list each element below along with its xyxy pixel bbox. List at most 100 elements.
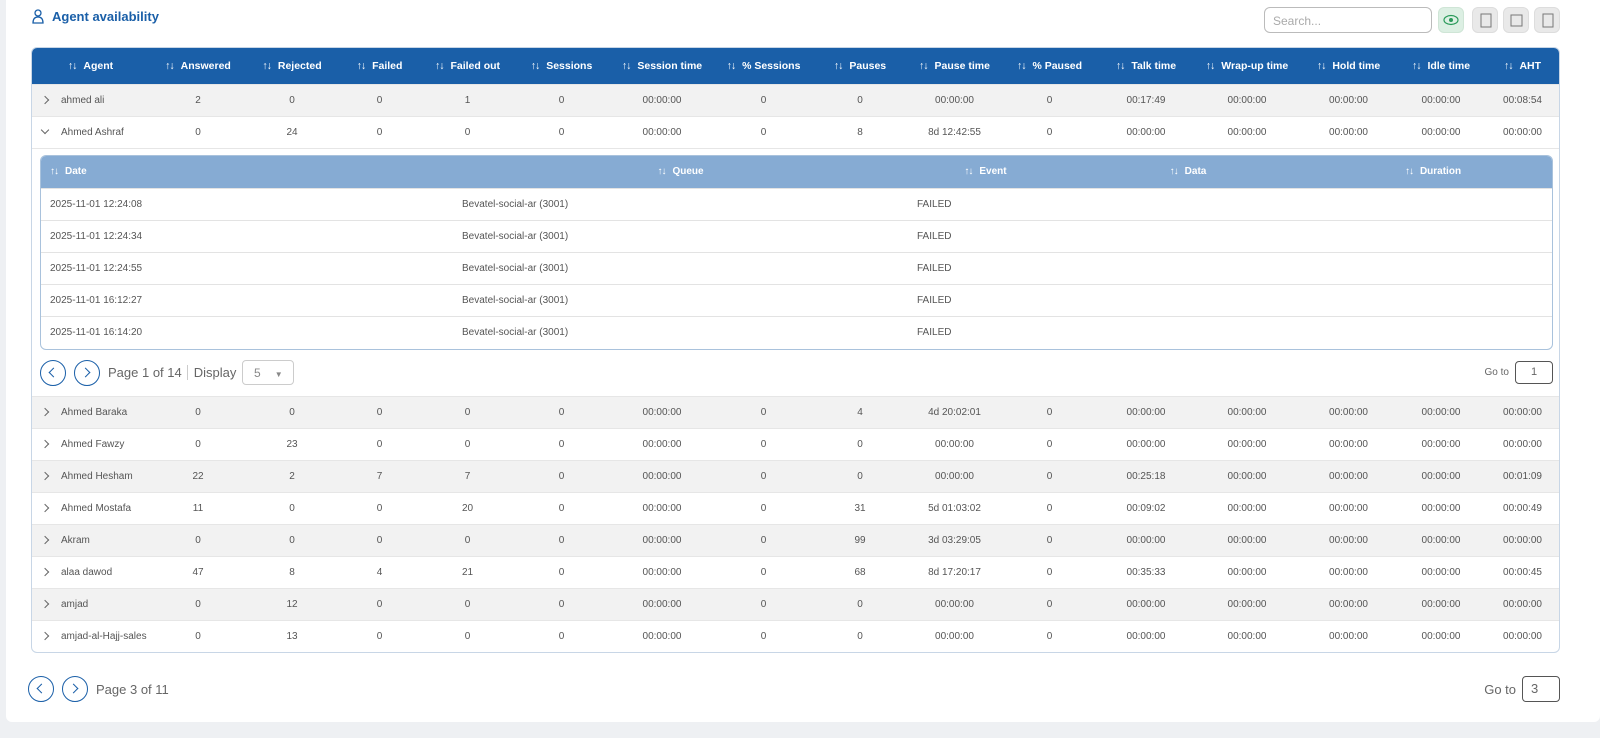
view-button[interactable] [1438,7,1464,33]
column-header[interactable]: Failed out [422,48,513,84]
cell: 00:00:00 [1398,459,1484,492]
column-header[interactable]: Talk time [1097,48,1195,84]
agent-icon [32,9,44,24]
detail-data-row: 2025-11-01 16:14:20 Bevatel-social-ar (30… [41,316,1552,349]
column-header[interactable]: Answered [149,48,247,84]
cell: 31 [813,491,907,524]
column-header[interactable]: Pauses [813,48,907,84]
cell: 0 [813,587,907,620]
export-pdf-button[interactable] [1534,7,1560,33]
column-header[interactable]: Hold time [1299,48,1398,84]
detail-cell: FAILED [908,284,1063,317]
pagination: Page 3 of 11 Go to 3 [28,666,1560,712]
column-header[interactable]: Agent [32,48,149,84]
column-header[interactable]: Rejected [247,48,337,84]
detail-cell: Bevatel-social-ar (3001) [453,188,908,221]
display-select[interactable]: 5 ▼ [242,360,295,385]
agent-row[interactable]: alaa dawod 47 8 4 21 0 00:00:00 0 68 8d 17:20:17 0… [32,555,1559,588]
cell: 0 [337,83,422,116]
detail-column-header: Date [41,155,453,189]
agent-name: alaa dawod [32,555,149,588]
cell: 00:00:00 [1484,587,1559,620]
cell: 00:00:00 [1398,619,1484,652]
cell: 00:00:00 [610,491,714,524]
detail-cell: 2025-11-01 16:12:27 [41,284,453,317]
column-header[interactable]: % Sessions [714,48,813,84]
table: AgentAnsweredRejectedFailedFailed outSes… [32,48,1559,652]
cell: 00:35:33 [1097,555,1195,588]
agent-row[interactable]: Ahmed Baraka 0 0 0 0 0 00:00:00 0 4 4d 20:02:01 0 0… [32,395,1559,428]
cell: 00:00:00 [1195,395,1299,428]
cell: 00:00:00 [610,555,714,588]
cell: 00:00:00 [907,427,1002,460]
cell: 00:00:00 [1398,491,1484,524]
goto-input[interactable]: 1 [1515,361,1553,384]
detail-table: DateQueueEventDataDuration2025-11-01 12:… [40,154,1553,350]
cell: 0 [1002,587,1097,620]
column-header[interactable]: Idle time [1398,48,1484,84]
cell: 0 [337,115,422,148]
prev-page[interactable] [40,359,66,386]
export-excel-button[interactable] [1503,7,1529,33]
export-csv-button[interactable] [1472,7,1498,33]
column-header[interactable]: Pause time [907,48,1002,84]
cell: 68 [813,555,907,588]
agent-row[interactable]: Ahmed Fawzy 0 23 0 0 0 00:00:00 0 0 00:00:00 0 00:0… [32,427,1559,460]
column-header[interactable]: Sessions [513,48,610,84]
cell: 0 [1002,523,1097,556]
page-title: Agent availability [52,9,159,24]
cell: 00:00:00 [610,83,714,116]
cell: 8d 12:42:55 [907,115,1002,148]
column-header[interactable]: Wrap-up time [1195,48,1299,84]
agent-row[interactable]: amjad-al-Hajj-sales 0 13 0 0 0 00:00:00 0 0 00:00… [32,619,1559,652]
agent-row[interactable]: Ahmed Hesham 22 2 7 7 0 00:00:00 0 0 00:00:00 0 00:… [32,459,1559,492]
agent-row[interactable]: amjad 0 12 0 0 0 00:00:00 0 0 00:00:00 0 00:00:00 00… [32,587,1559,620]
detail-column-header: Queue [453,155,908,189]
detail-cell [1063,252,1313,285]
agent-row[interactable]: Ahmed Mostafa 11 0 0 20 0 00:00:00 0 31 5d 01:03:… [32,491,1559,524]
agent-row[interactable]: Akram 0 0 0 0 0 00:00:00 0 99 3d 03:29:05 0 00:00:0… [32,523,1559,556]
cell: 0 [714,523,813,556]
column-header[interactable]: % Paused [1002,48,1097,84]
cell: 00:00:00 [610,427,714,460]
column-header[interactable]: Session time [610,48,714,84]
goto-label: Go to [1484,367,1509,378]
detail-cell [1313,220,1552,253]
column-header[interactable]: Failed [337,48,422,84]
cell: 00:00:00 [1299,459,1398,492]
cell: 00:00:00 [1195,619,1299,652]
agent-row[interactable]: ahmed ali 2 0 0 1 0 00:00:00 0 0 00:00:00 0 00:17:4… [32,83,1559,116]
cell: 00:00:00 [1398,115,1484,148]
cell: 8d 17:20:17 [907,555,1002,588]
goto-input[interactable]: 3 [1522,676,1560,702]
cell: 4 [813,395,907,428]
prev-page[interactable] [28,676,54,702]
agent-name: amjad [32,587,149,620]
cell: 00:00:00 [1484,115,1559,148]
next-page[interactable] [74,359,100,386]
cell: 99 [813,523,907,556]
cell: 0 [337,523,422,556]
cell: 00:00:00 [1097,523,1195,556]
column-header[interactable]: AHT [1484,48,1559,84]
next-page[interactable] [62,676,88,702]
detail-cell [1063,284,1313,317]
cell: 0 [247,395,337,428]
cell: 00:00:00 [1097,115,1195,148]
cell: 00:00:00 [1484,619,1559,652]
cell: 2 [149,83,247,116]
cell: 4 [337,555,422,588]
cell: 00:00:00 [610,395,714,428]
detail-data-row: 2025-11-01 12:24:08 Bevatel-social-ar (30… [41,188,1552,221]
detail-column-header: Duration [1313,155,1552,189]
search-input[interactable]: Search... [1264,7,1432,33]
agent-row[interactable]: Ahmed Ashraf 0 24 0 0 0 00:00:00 0 8 8d 12:42:55 0… [32,115,1559,148]
cell: 0 [422,523,513,556]
detail-cell: FAILED [908,188,1063,221]
cell: 0 [513,491,610,524]
cell: 24 [247,115,337,148]
cell: 7 [337,459,422,492]
agent-name: ahmed ali [32,83,149,116]
cell: 0 [714,587,813,620]
detail-data-row: 2025-11-01 16:12:27 Bevatel-social-ar (30… [41,284,1552,317]
